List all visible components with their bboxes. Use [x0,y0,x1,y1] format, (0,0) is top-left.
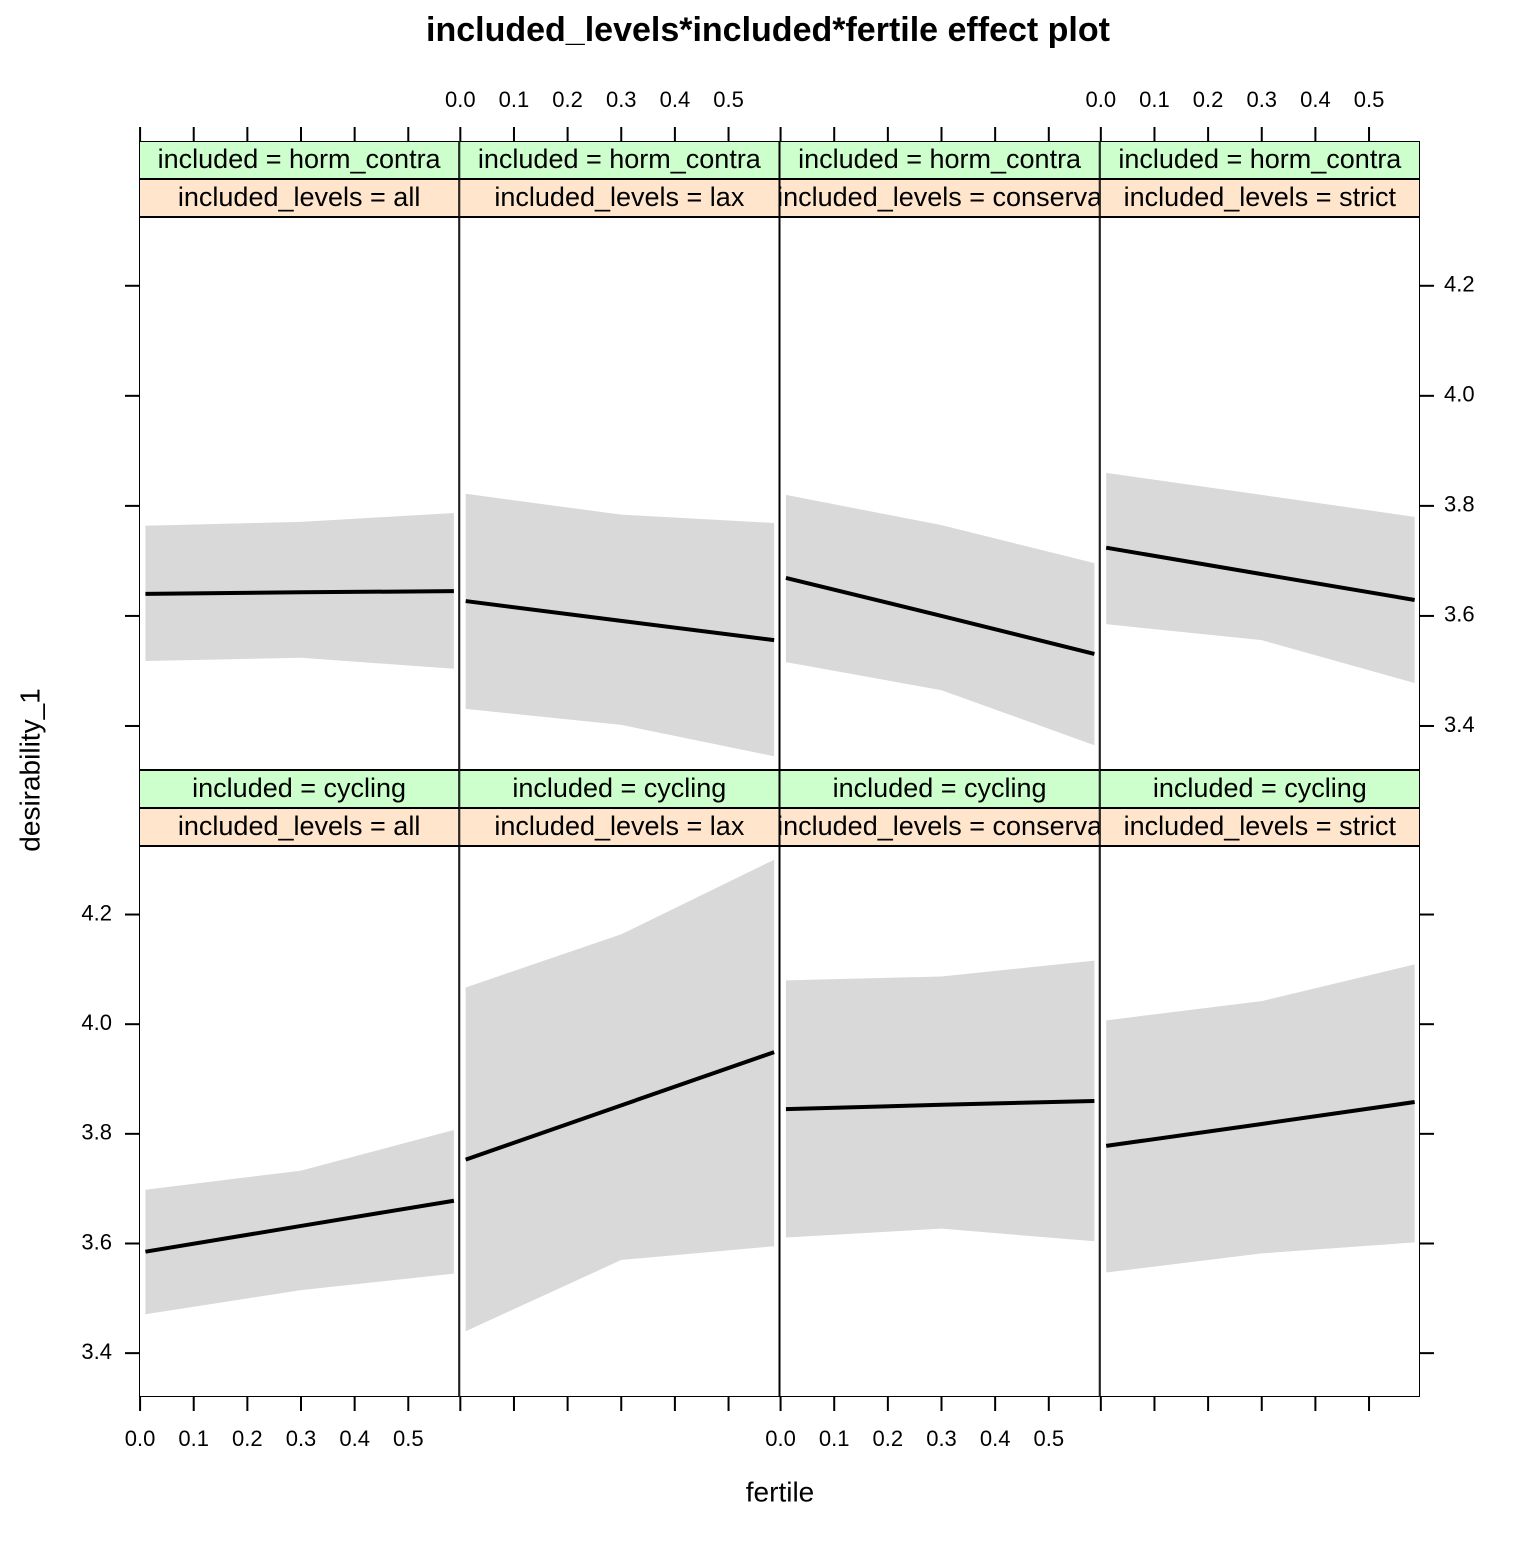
panel: included = cycling included_levels = stri… [1099,770,1420,1397]
panel: included = cycling included_levels = all [139,770,460,1397]
panel-frame [459,845,780,1397]
panel-frame [139,216,460,770]
fit-line [1105,1100,1415,1148]
strip-label: included = cycling [1153,773,1367,803]
strip-label: included_levels = all [178,811,420,841]
strip-label: included = horm_contra [478,144,762,174]
fit-line [465,1050,775,1162]
strip [139,178,460,218]
y-tick-label: 3.4 [1444,712,1475,737]
strip-label: included_levels = all [178,182,420,212]
y-tick-label: 3.4 [81,1339,112,1364]
x-tick-label: 0.1 [819,1426,850,1451]
x-tick-label: 0.4 [980,1426,1011,1451]
y-tick-label: 3.6 [1444,602,1475,627]
panel-frame [1099,845,1420,1397]
strip-label: included_levels = strict [1124,182,1397,212]
fit-line [1105,545,1415,602]
x-tick-label: 0.0 [445,87,476,112]
fit-line [785,1098,1095,1112]
chart-title: included_levels*included*fertile effect … [426,11,1110,49]
x-tick-label: 0.2 [552,87,583,112]
x-tick-label: 0.0 [765,1426,796,1451]
fit-line [465,599,775,643]
x-tick-label: 0.1 [499,87,530,112]
strip-label: included = cycling [192,773,406,803]
strip [459,178,780,218]
strip [459,770,780,809]
fit-line [145,1198,455,1254]
y-tick-label: 4.0 [1444,382,1475,407]
x-tick-label: 0.3 [926,1426,957,1451]
confidence-band [1106,472,1415,684]
y-tick-label: 4.2 [1444,272,1475,297]
x-tick-label: 0.5 [1354,87,1385,112]
strip [1099,178,1420,218]
x-tick-label: 0.5 [393,1426,424,1451]
confidence-band [1106,964,1415,1273]
x-tick-label: 0.3 [286,1426,317,1451]
strip-label: included = horm_contra [1118,144,1402,174]
strip-label: included_levels = strict [1124,811,1397,841]
x-tick-label: 0.4 [1300,87,1331,112]
y-tick-label: 3.8 [1444,492,1475,517]
confidence-band [785,960,1095,1242]
strip [459,807,780,847]
confidence-band [145,1129,454,1315]
panel: included = horm_contra included_levels = … [777,141,1103,770]
confidence-band [785,494,1095,746]
x-tick-label: 0.5 [1033,1426,1064,1451]
strip-label: included = horm_contra [798,144,1082,174]
strip-label: included_levels = conserva [777,182,1103,212]
panel-frame [1099,216,1420,770]
fit-line [145,589,454,596]
strip-label: included_levels = conserva [777,811,1103,841]
strip-label: included = cycling [512,773,726,803]
confidence-band [465,493,775,757]
strip [779,807,1100,847]
strip-label: included = horm_contra [158,144,442,174]
panel-frame [779,845,1100,1397]
x-tick-label: 0.1 [1139,87,1170,112]
x-axis-title: fertile [746,1476,814,1507]
x-tick-label: 0.2 [873,1426,904,1451]
panel: included = horm_contra included_levels = … [139,141,460,770]
x-tick-label: 0.4 [660,87,691,112]
x-tick-label: 0.2 [232,1426,263,1451]
x-tick-label: 0.4 [339,1426,370,1451]
strip-label: included_levels = lax [494,811,744,841]
y-tick-label: 4.0 [81,1010,112,1035]
strip-label: included = cycling [833,773,1047,803]
y-tick-label: 4.2 [81,900,112,925]
panel: included = cycling included_levels = cons… [777,770,1103,1397]
y-tick-label: 3.6 [81,1229,112,1254]
confidence-band [465,859,775,1332]
y-axis-title: desirability_1 [14,688,45,851]
x-tick-label: 0.1 [178,1426,209,1451]
strip-label: included_levels = lax [494,182,744,212]
panel: included = cycling included_levels = lax [459,770,780,1397]
x-tick-label: 0.5 [713,87,744,112]
fit-line [785,576,1095,656]
x-tick-label: 0.3 [606,87,637,112]
x-tick-label: 0.2 [1193,87,1224,112]
panel-frame [459,216,780,770]
panel-frame [139,845,460,1397]
panel: included = horm_contra included_levels = … [1099,141,1420,770]
x-tick-label: 0.0 [125,1426,156,1451]
panel-frame [779,216,1100,770]
x-tick-label: 0.0 [1086,87,1117,112]
strip [1099,807,1420,847]
panel: included = horm_contra included_levels = … [459,141,780,770]
y-tick-label: 3.8 [81,1120,112,1145]
strip [779,178,1100,218]
x-tick-label: 0.3 [1246,87,1277,112]
